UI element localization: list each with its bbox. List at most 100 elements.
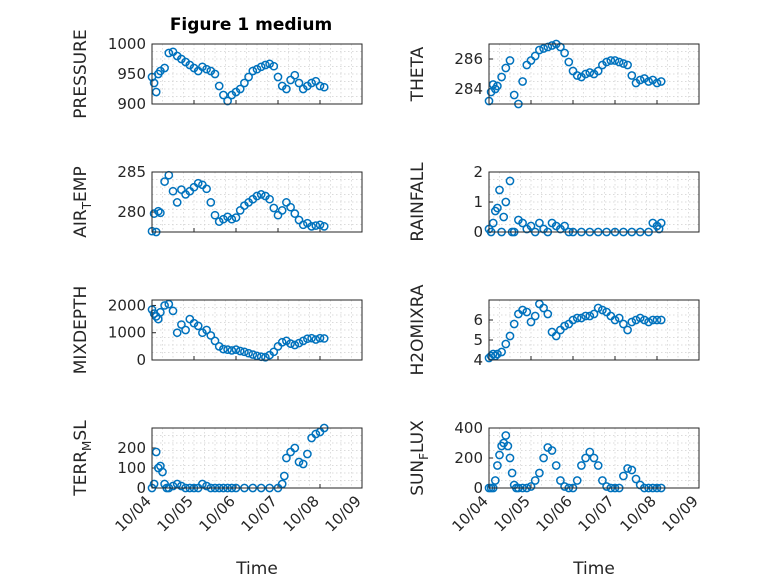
data-point	[539, 44, 548, 53]
data-point	[256, 190, 266, 199]
data-point	[593, 66, 603, 76]
data-point	[164, 48, 174, 58]
x-tick-label: 10/05	[154, 492, 197, 535]
data-point	[303, 449, 312, 459]
subplot-1: 900 950 1000 PRESSURE	[71, 29, 363, 119]
data-point	[652, 78, 662, 88]
data-point	[543, 309, 553, 319]
data-point	[202, 64, 211, 74]
y-axis-label: PRESSURE	[71, 29, 91, 118]
data-point	[279, 471, 289, 481]
data-point	[568, 315, 578, 325]
data-point	[623, 60, 632, 70]
y-tick-label: 0	[473, 223, 483, 241]
y-tick-label: 100	[117, 459, 146, 477]
data-point	[648, 315, 658, 325]
data-point	[311, 76, 321, 86]
data-point	[503, 441, 513, 451]
data-point	[585, 68, 595, 77]
y-axis-label-text: PRESSURE	[71, 29, 91, 118]
data-point	[606, 56, 616, 65]
data-point	[156, 208, 165, 218]
subplot-3: 280 285 AIRTEMP	[71, 163, 363, 238]
data-point	[598, 305, 607, 315]
data-point	[572, 313, 582, 323]
data-point	[614, 57, 624, 67]
data-point	[589, 309, 599, 319]
data-point	[526, 317, 536, 327]
data-point	[160, 63, 169, 73]
data-point	[610, 56, 620, 65]
data-point	[560, 221, 569, 231]
data-point	[193, 178, 203, 188]
data-point	[206, 331, 216, 340]
y-axis-label: SUNFLUX	[408, 420, 431, 496]
data-point	[577, 313, 586, 323]
data-point	[490, 476, 500, 485]
axes-box	[488, 171, 700, 233]
data-point	[206, 198, 216, 207]
data-point	[311, 221, 321, 230]
data-point	[177, 481, 186, 491]
data-point	[151, 447, 161, 457]
data-point	[493, 203, 502, 213]
data-point	[560, 48, 569, 58]
y-tick-label: 4	[473, 351, 483, 369]
y-axis-label: AIRTEMP	[71, 166, 94, 237]
data-point	[623, 325, 632, 335]
data-point	[202, 325, 211, 335]
data-point	[214, 217, 224, 226]
data-point	[149, 209, 159, 218]
data-point	[172, 328, 182, 338]
subplot-5: 0 1000 2000 MIXDEPTH	[71, 286, 363, 374]
y-tick-label: 2000	[108, 296, 146, 314]
data-point	[526, 482, 536, 491]
data-point	[235, 346, 245, 356]
data-point	[286, 75, 295, 85]
data-point	[273, 210, 283, 220]
data-point	[505, 331, 515, 341]
data-point	[319, 222, 329, 231]
x-tick-label: 10/06	[533, 492, 576, 535]
x-tick-label: 10/04	[112, 492, 155, 535]
x-tick-label: 10/09	[659, 492, 702, 535]
data-point	[497, 347, 506, 357]
data-point	[493, 461, 502, 470]
y-axis-label-subscript: T	[80, 201, 94, 210]
x-tick-label: 10/07	[238, 492, 281, 535]
data-point	[231, 345, 241, 354]
data-point	[623, 464, 632, 473]
y-axis-label: RAINFALL	[408, 162, 428, 242]
data-point	[505, 176, 515, 186]
data-point	[286, 202, 295, 212]
data-point	[181, 325, 190, 335]
data-point	[635, 313, 645, 323]
y-axis-label-tail: EMP	[71, 166, 91, 202]
data-point	[602, 482, 611, 491]
y-axis-label-text: TERR	[71, 451, 91, 497]
data-point	[153, 206, 163, 216]
subplot-4: 0 1 2 RAINFALL	[408, 162, 700, 242]
data-point	[577, 461, 586, 470]
data-point	[627, 465, 637, 475]
data-point	[269, 203, 279, 213]
data-point	[244, 348, 253, 358]
data-point	[518, 218, 527, 228]
data-point	[286, 339, 295, 348]
data-point	[315, 81, 325, 91]
data-point	[535, 468, 544, 478]
data-point	[248, 66, 258, 76]
data-point	[501, 197, 511, 207]
data-point	[168, 186, 178, 196]
data-point	[551, 331, 561, 341]
data-point	[495, 450, 504, 460]
data-point	[505, 453, 515, 463]
data-point	[298, 220, 308, 230]
data-point	[290, 70, 300, 80]
data-point	[598, 476, 607, 485]
data-point	[619, 471, 628, 481]
data-point	[235, 206, 245, 215]
y-tick-label: 0	[473, 479, 483, 497]
data-point	[219, 90, 228, 100]
data-point	[227, 346, 237, 355]
